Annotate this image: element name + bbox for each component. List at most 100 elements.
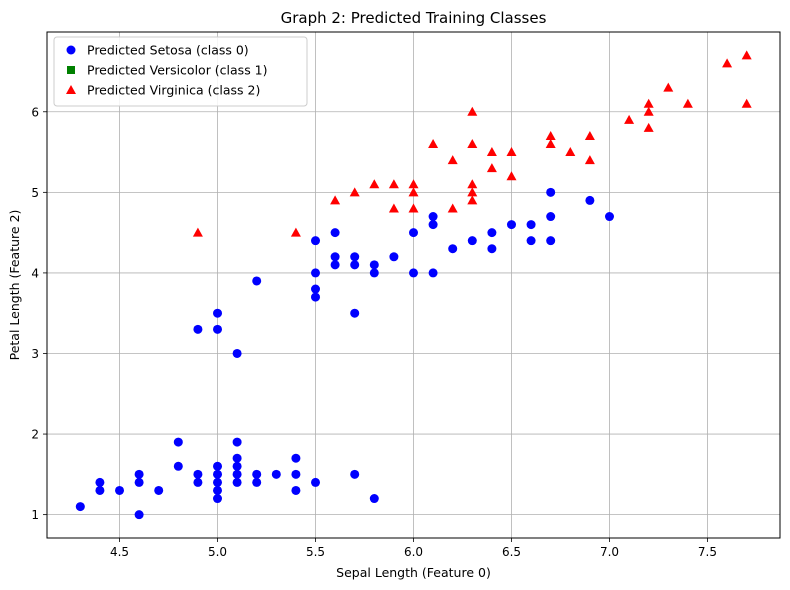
data-point-triangle: [349, 187, 360, 197]
data-point-circle: [409, 268, 418, 278]
data-point-triangle: [663, 82, 674, 92]
data-point-circle: [134, 510, 144, 520]
data-point-triangle: [192, 227, 203, 237]
axis-ticks: 4.5 5.0 5.5 6.0 6.5 7.0 7.5 1 2 3 4 5 6: [31, 105, 717, 559]
data-point-circle: [546, 212, 556, 222]
data-point-circle: [311, 477, 321, 487]
data-point-triangle: [467, 187, 478, 197]
x-tick-label: 4.5: [110, 545, 129, 559]
data-point-circle: [193, 477, 203, 487]
data-point-triangle: [447, 155, 458, 165]
x-tick-label: 5.0: [208, 545, 227, 559]
data-point-triangle: [741, 98, 752, 108]
data-point-triangle: [428, 138, 439, 148]
data-point-triangle: [584, 130, 595, 140]
legend-entry-label: Predicted Setosa (class 0): [87, 43, 249, 58]
data-point-triangle: [643, 98, 654, 108]
data-point-circle: [311, 236, 321, 246]
y-tick-label: 2: [31, 428, 39, 442]
data-point-triangle: [408, 179, 419, 189]
data-point-circle: [95, 477, 105, 487]
x-tick-label: 7.0: [600, 545, 619, 559]
x-tick-label: 5.5: [306, 545, 325, 559]
data-point-circle: [213, 461, 223, 471]
data-point-circle: [213, 477, 223, 487]
data-point-triangle: [643, 106, 654, 116]
data-point-triangle: [486, 147, 497, 157]
data-point-triangle: [545, 138, 556, 148]
data-point-triangle: [682, 98, 693, 108]
data-point-circle: [213, 485, 223, 495]
data-point-circle: [369, 494, 379, 504]
data-point-circle: [232, 437, 242, 447]
data-point-circle: [546, 187, 556, 197]
data-point-circle: [213, 469, 223, 479]
data-point-circle: [291, 485, 301, 495]
data-point-circle: [330, 260, 340, 270]
data-point-circle: [369, 260, 379, 270]
data-point-circle: [409, 228, 418, 238]
data-point-circle: [428, 212, 438, 222]
legend-marker-circle: [66, 45, 76, 55]
data-point-circle: [173, 437, 183, 447]
data-point-circle: [604, 212, 614, 222]
data-point-circle: [271, 469, 281, 479]
data-point-circle: [350, 260, 360, 270]
data-point-circle: [232, 348, 242, 358]
data-point-triangle: [643, 122, 654, 132]
data-point-triangle: [330, 195, 341, 205]
data-point-circle: [311, 284, 321, 294]
data-point-circle: [213, 308, 223, 318]
legend-marker-triangle: [66, 85, 76, 94]
legend-entry-label: Predicted Versicolor (class 1): [87, 63, 268, 78]
data-point-triangle: [467, 138, 478, 148]
data-point-circle: [252, 276, 262, 286]
data-point-circle: [213, 324, 223, 334]
data-point-triangle: [565, 147, 576, 157]
data-point-circle: [311, 292, 321, 302]
x-tick-label: 7.5: [698, 545, 717, 559]
data-point-circle: [232, 461, 242, 471]
data-point-triangle: [388, 203, 399, 213]
x-axis-label: Sepal Length (Feature 0): [336, 565, 491, 580]
data-point-circle: [546, 236, 556, 246]
data-point-triangle: [545, 130, 556, 140]
data-point-triangle: [408, 187, 419, 197]
data-point-circle: [134, 469, 144, 479]
data-point-circle: [95, 485, 105, 495]
y-tick-label: 3: [31, 347, 39, 361]
data-point-triangle: [467, 195, 478, 205]
legend-entry-label: Predicted Virginica (class 2): [87, 83, 260, 98]
y-axis-label: Petal Length (Feature 2): [7, 210, 22, 361]
data-point-circle: [193, 324, 203, 334]
data-point-circle: [291, 469, 301, 479]
data-point-circle: [232, 477, 242, 487]
y-tick-label: 6: [31, 105, 39, 119]
data-point-circle: [252, 469, 262, 479]
data-point-circle: [173, 461, 183, 471]
data-point-circle: [330, 252, 340, 262]
data-point-circle: [330, 228, 340, 238]
data-point-circle: [428, 220, 438, 230]
data-point-triangle: [290, 227, 301, 237]
legend: Predicted Setosa (class 0) Predicted Vers…: [53, 36, 308, 107]
data-point-circle: [448, 244, 458, 254]
data-point-triangle: [506, 171, 517, 181]
chart-title: Graph 2: Predicted Training Classes: [281, 9, 547, 27]
y-tick-label: 1: [31, 508, 39, 522]
data-point-triangle: [584, 155, 595, 165]
data-point-circle: [389, 252, 399, 262]
data-point-circle: [526, 220, 536, 230]
data-point-triangle: [486, 163, 497, 173]
data-point-circle: [134, 477, 144, 487]
data-point-triangle: [388, 179, 399, 189]
y-tick-label: 4: [31, 266, 39, 280]
data-point-circle: [428, 268, 438, 278]
data-point-triangle: [447, 203, 458, 213]
data-point-circle: [75, 502, 85, 512]
data-point-triangle: [369, 179, 380, 189]
data-point-circle: [350, 469, 360, 479]
legend-marker-square: [67, 66, 75, 74]
data-point-triangle: [624, 114, 635, 124]
data-point-circle: [193, 469, 203, 479]
